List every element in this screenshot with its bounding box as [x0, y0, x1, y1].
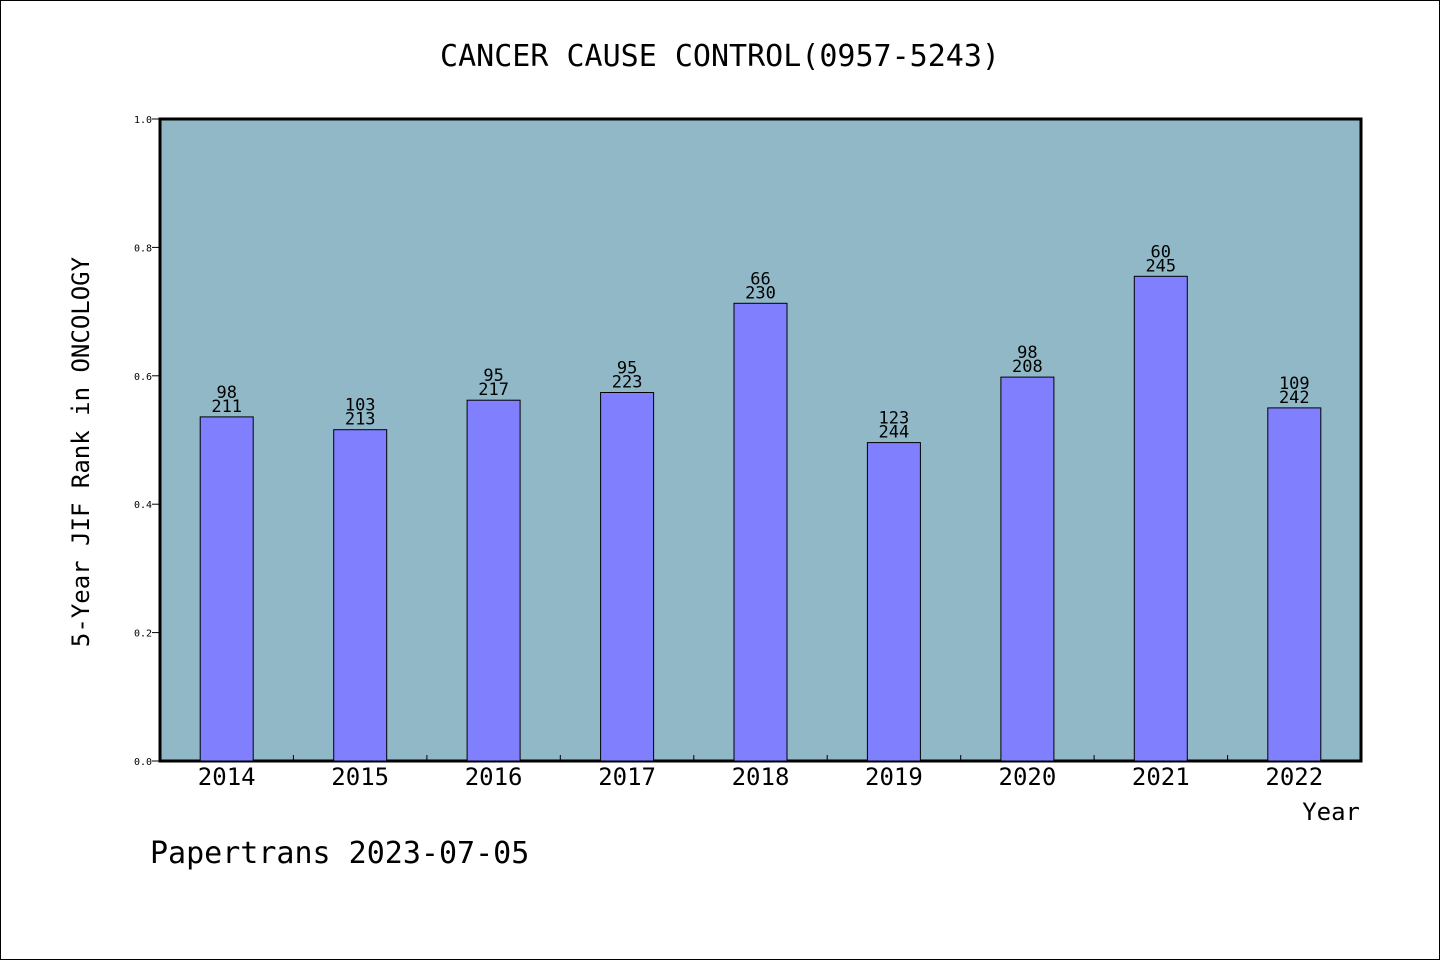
bar-2014	[199, 416, 254, 762]
x-ticks-layer: 2014 2015 2016 2017 2018 2019 2020 2021 2022	[198, 755, 1323, 791]
bar-2019	[866, 442, 921, 762]
x-axis-label: Year	[1302, 798, 1360, 826]
bar-2016	[466, 399, 521, 762]
x-tick-label-2016: 2016	[465, 763, 523, 791]
bar-rank-label-2017: 95	[617, 359, 637, 379]
bar-2022	[1267, 407, 1322, 762]
bar-rank-label-2018: 66	[750, 269, 770, 289]
bar-rank-label-2022: 109	[1279, 374, 1310, 394]
bar-total-label-2019: 244	[879, 423, 910, 443]
x-tick-label-2018: 2018	[732, 763, 790, 791]
bar-total-label-2016: 217	[478, 380, 509, 400]
x-tick-label-2021: 2021	[1132, 763, 1190, 791]
footer-text: Papertrans 2023-07-05	[150, 836, 529, 871]
y-axis-label: 5-Year JIF Rank in ONCOLOGY	[67, 256, 95, 647]
x-tick-label-2017: 2017	[598, 763, 656, 791]
y-tick-label: 0.8	[134, 243, 152, 254]
bar-2021	[1133, 275, 1188, 762]
bar-rank-label-2020: 98	[1017, 343, 1037, 363]
bar-2017	[600, 392, 655, 762]
y-tick-label: 0.0	[134, 757, 152, 768]
y-tick-label: 0.4	[134, 500, 152, 511]
x-tick-label-2019: 2019	[865, 763, 923, 791]
bar-total-label-2018: 230	[745, 283, 776, 303]
x-tick-label-2020: 2020	[999, 763, 1057, 791]
chart-title: CANCER CAUSE CONTROL(0957-5243)	[440, 39, 1000, 74]
bar-2018	[733, 302, 788, 762]
bar-total-label-2021: 245	[1145, 256, 1176, 276]
y-tick-label: 0.2	[134, 629, 152, 640]
y-tick-label: 1.0	[134, 115, 152, 126]
bar-total-label-2020: 208	[1012, 357, 1043, 377]
bar-rank-label-2015: 103	[345, 396, 376, 416]
bar-rank-label-2016: 95	[483, 366, 503, 386]
y-ticks-layer: 0.0 0.2 0.4 0.6 0.8 1.0	[134, 115, 160, 768]
bar-total-label-2017: 223	[612, 373, 643, 393]
bar-rank-label-2021: 60	[1151, 242, 1171, 262]
bar-2015	[333, 429, 388, 762]
bar-2020	[1000, 376, 1055, 762]
x-tick-label-2022: 2022	[1265, 763, 1323, 791]
bar-total-label-2022: 242	[1279, 388, 1310, 408]
bar-rank-label-2019: 123	[879, 409, 910, 429]
y-tick-label: 0.6	[134, 372, 152, 383]
bars-layer	[199, 275, 1322, 762]
bar-total-label-2015: 213	[345, 410, 376, 430]
x-tick-label-2015: 2015	[331, 763, 389, 791]
bar-rank-label-2014: 98	[216, 383, 236, 403]
x-tick-label-2014: 2014	[198, 763, 256, 791]
bar-total-label-2014: 211	[211, 397, 242, 417]
